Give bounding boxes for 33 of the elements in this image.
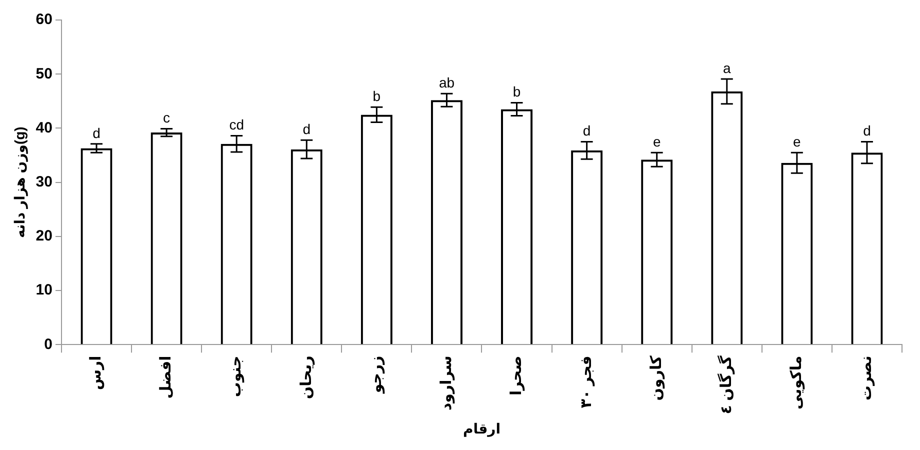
x-tick-label: ریحان xyxy=(298,356,315,400)
y-tick-label: 40 xyxy=(36,119,52,136)
x-tick-label: زرجو xyxy=(368,356,385,394)
data-label: a xyxy=(722,60,731,76)
data-label: cd xyxy=(229,116,244,133)
data-label: e xyxy=(652,133,661,150)
x-tick-label: سرارود xyxy=(438,356,455,411)
y-tick-label: 30 xyxy=(36,173,52,190)
data-label: b xyxy=(512,84,521,100)
y-tick-label: 20 xyxy=(36,228,52,245)
data-label: d xyxy=(92,124,100,141)
x-tick-label: صحرا xyxy=(508,356,525,396)
y-tick-label: 50 xyxy=(36,65,52,82)
y-tick-label: 10 xyxy=(36,282,52,299)
x-tick-label: افضل xyxy=(158,356,175,399)
data-label: ab xyxy=(438,74,455,90)
y-axis-title: وزن هزار دانه(g) xyxy=(11,126,28,238)
x-tick-label: جنوب xyxy=(228,356,245,398)
x-tick-label: ماکویی xyxy=(788,356,806,410)
data-label: b xyxy=(372,88,381,104)
x-tick-label: ارس xyxy=(88,356,105,390)
data-label: d xyxy=(302,120,311,137)
x-axis-title: ارقام xyxy=(462,420,501,438)
x-tick-label: کارون xyxy=(648,355,665,401)
y-tick-label: 60 xyxy=(36,11,52,28)
x-tick-label: نصرت xyxy=(858,356,876,400)
data-label: e xyxy=(793,133,802,150)
data-label: d xyxy=(582,122,591,139)
x-tick-label: فجر ۳۰ xyxy=(578,356,595,408)
y-tick-label: 0 xyxy=(44,336,52,353)
x-tick-label: گرگان ٤ xyxy=(717,355,736,414)
data-label: d xyxy=(863,122,871,139)
data-label: c xyxy=(163,110,170,126)
